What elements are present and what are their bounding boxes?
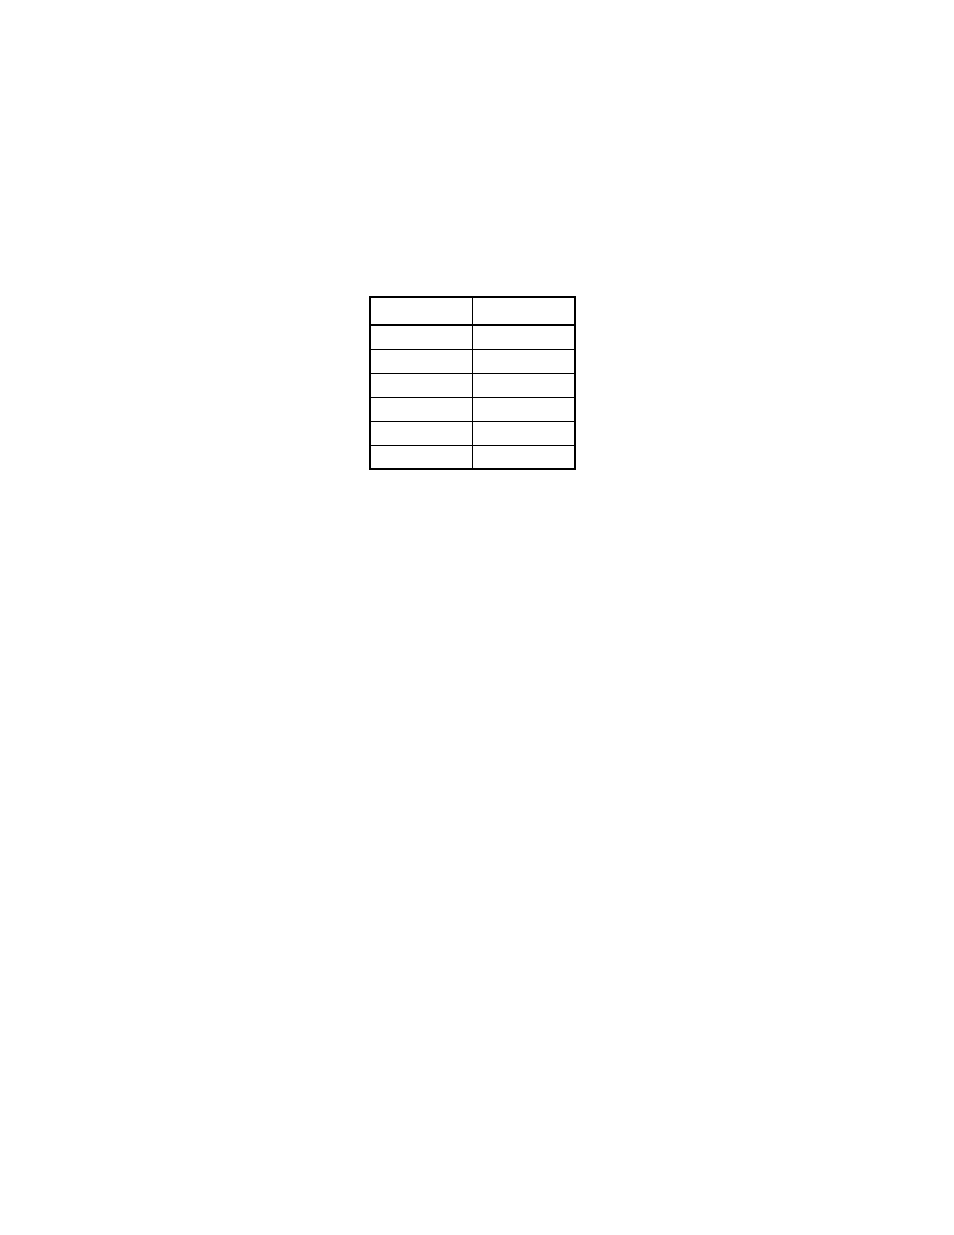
table-cell bbox=[473, 397, 576, 421]
table-cell bbox=[370, 421, 473, 445]
table-row bbox=[370, 349, 575, 373]
table-row bbox=[370, 421, 575, 445]
table-cell bbox=[473, 421, 576, 445]
table-cell bbox=[473, 445, 576, 469]
table-cell bbox=[370, 349, 473, 373]
blank-table bbox=[369, 296, 576, 470]
table-cell bbox=[370, 325, 473, 349]
table-header-cell bbox=[473, 297, 576, 325]
table-row bbox=[370, 373, 575, 397]
table-cell bbox=[370, 373, 473, 397]
table-cell bbox=[473, 373, 576, 397]
table-header-cell bbox=[370, 297, 473, 325]
table-row bbox=[370, 445, 575, 469]
table-cell bbox=[370, 445, 473, 469]
table-header-row bbox=[370, 297, 575, 325]
table-cell bbox=[473, 349, 576, 373]
table-row bbox=[370, 397, 575, 421]
table-cell bbox=[473, 325, 576, 349]
table-cell bbox=[370, 397, 473, 421]
page bbox=[0, 0, 954, 1235]
table-row bbox=[370, 325, 575, 349]
